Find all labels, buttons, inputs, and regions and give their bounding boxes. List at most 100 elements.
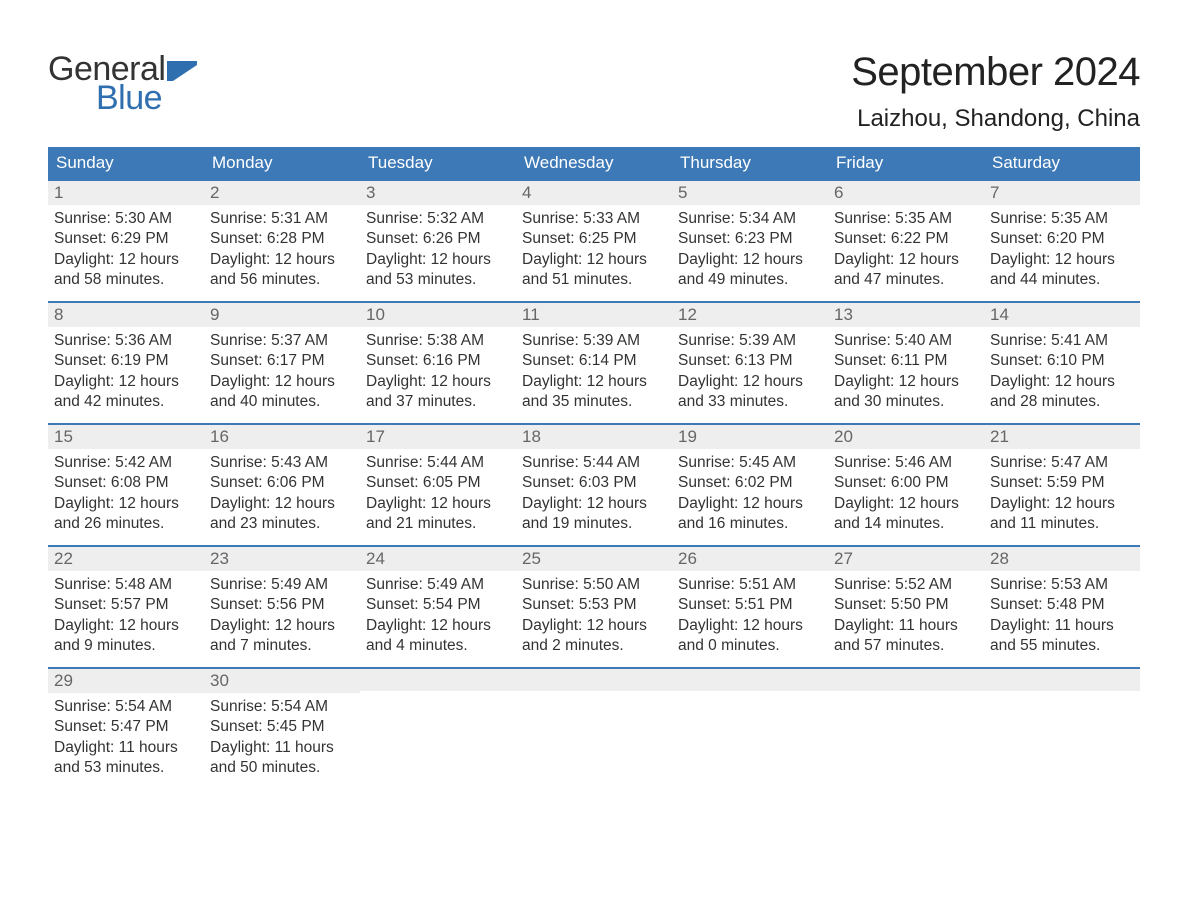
daynum-bar: 27 (828, 545, 984, 571)
month-title: September 2024 (851, 50, 1140, 95)
day-sunset: Sunset: 6:29 PM (54, 229, 198, 249)
day-sunset: Sunset: 6:16 PM (366, 351, 510, 371)
day-sunrise: Sunrise: 5:41 AM (990, 331, 1134, 351)
day-cell: 12Sunrise: 5:39 AMSunset: 6:13 PMDayligh… (672, 301, 828, 421)
day-d2: and 51 minutes. (522, 270, 666, 290)
day-d2: and 11 minutes. (990, 514, 1134, 534)
day-d1: Daylight: 12 hours (54, 494, 198, 514)
day-d2: and 35 minutes. (522, 392, 666, 412)
daynum-bar (984, 667, 1140, 691)
day-body: Sunrise: 5:44 AMSunset: 6:03 PMDaylight:… (516, 449, 672, 539)
day-d1: Daylight: 12 hours (678, 250, 822, 270)
day-sunrise: Sunrise: 5:45 AM (678, 453, 822, 473)
day-sunset: Sunset: 6:05 PM (366, 473, 510, 493)
header: General Blue September 2024 Laizhou, Sha… (48, 50, 1140, 133)
day-sunset: Sunset: 6:25 PM (522, 229, 666, 249)
day-cell: 8Sunrise: 5:36 AMSunset: 6:19 PMDaylight… (48, 301, 204, 421)
day-number: 15 (54, 427, 73, 446)
day-d1: Daylight: 12 hours (54, 616, 198, 636)
day-sunrise: Sunrise: 5:51 AM (678, 575, 822, 595)
daynum-bar: 13 (828, 301, 984, 327)
daynum-bar: 29 (48, 667, 204, 693)
daynum-bar: 9 (204, 301, 360, 327)
day-sunset: Sunset: 5:45 PM (210, 717, 354, 737)
day-d1: Daylight: 11 hours (210, 738, 354, 758)
daynum-bar: 22 (48, 545, 204, 571)
day-sunset: Sunset: 6:20 PM (990, 229, 1134, 249)
day-cell: 18Sunrise: 5:44 AMSunset: 6:03 PMDayligh… (516, 423, 672, 543)
day-d2: and 49 minutes. (678, 270, 822, 290)
day-sunrise: Sunrise: 5:44 AM (522, 453, 666, 473)
day-sunrise: Sunrise: 5:34 AM (678, 209, 822, 229)
day-cell: 25Sunrise: 5:50 AMSunset: 5:53 PMDayligh… (516, 545, 672, 665)
day-sunrise: Sunrise: 5:40 AM (834, 331, 978, 351)
location: Laizhou, Shandong, China (851, 105, 1140, 133)
day-sunrise: Sunrise: 5:38 AM (366, 331, 510, 351)
day-body: Sunrise: 5:49 AMSunset: 5:56 PMDaylight:… (204, 571, 360, 661)
day-header: Tuesday (360, 147, 516, 179)
day-body: Sunrise: 5:35 AMSunset: 6:20 PMDaylight:… (984, 205, 1140, 295)
day-d2: and 21 minutes. (366, 514, 510, 534)
day-sunset: Sunset: 6:13 PM (678, 351, 822, 371)
day-d1: Daylight: 12 hours (54, 372, 198, 392)
day-d2: and 57 minutes. (834, 636, 978, 656)
day-d1: Daylight: 12 hours (990, 250, 1134, 270)
day-d1: Daylight: 12 hours (366, 250, 510, 270)
title-block: September 2024 Laizhou, Shandong, China (851, 50, 1140, 133)
day-cell: 21Sunrise: 5:47 AMSunset: 5:59 PMDayligh… (984, 423, 1140, 543)
day-sunset: Sunset: 5:47 PM (54, 717, 198, 737)
day-cell: 19Sunrise: 5:45 AMSunset: 6:02 PMDayligh… (672, 423, 828, 543)
day-cell: 16Sunrise: 5:43 AMSunset: 6:06 PMDayligh… (204, 423, 360, 543)
day-body (984, 691, 1140, 699)
calendar: SundayMondayTuesdayWednesdayThursdayFrid… (48, 147, 1140, 787)
day-d2: and 23 minutes. (210, 514, 354, 534)
day-body (672, 691, 828, 699)
day-sunset: Sunset: 5:53 PM (522, 595, 666, 615)
day-body: Sunrise: 5:49 AMSunset: 5:54 PMDaylight:… (360, 571, 516, 661)
day-body: Sunrise: 5:48 AMSunset: 5:57 PMDaylight:… (48, 571, 204, 661)
day-cell: 4Sunrise: 5:33 AMSunset: 6:25 PMDaylight… (516, 179, 672, 299)
daynum-bar: 6 (828, 179, 984, 205)
day-sunrise: Sunrise: 5:50 AM (522, 575, 666, 595)
day-d2: and 42 minutes. (54, 392, 198, 412)
day-number: 2 (210, 183, 219, 202)
day-cell: 27Sunrise: 5:52 AMSunset: 5:50 PMDayligh… (828, 545, 984, 665)
day-number: 1 (54, 183, 63, 202)
day-sunrise: Sunrise: 5:36 AM (54, 331, 198, 351)
daynum-bar: 8 (48, 301, 204, 327)
day-number: 20 (834, 427, 853, 446)
day-d2: and 50 minutes. (210, 758, 354, 778)
week-row: 29Sunrise: 5:54 AMSunset: 5:47 PMDayligh… (48, 667, 1140, 787)
daynum-bar: 16 (204, 423, 360, 449)
day-cell: 15Sunrise: 5:42 AMSunset: 6:08 PMDayligh… (48, 423, 204, 543)
day-number: 16 (210, 427, 229, 446)
day-body: Sunrise: 5:51 AMSunset: 5:51 PMDaylight:… (672, 571, 828, 661)
week-row: 15Sunrise: 5:42 AMSunset: 6:08 PMDayligh… (48, 423, 1140, 543)
day-d1: Daylight: 12 hours (990, 494, 1134, 514)
day-cell: 26Sunrise: 5:51 AMSunset: 5:51 PMDayligh… (672, 545, 828, 665)
day-cell: 1Sunrise: 5:30 AMSunset: 6:29 PMDaylight… (48, 179, 204, 299)
day-body: Sunrise: 5:46 AMSunset: 6:00 PMDaylight:… (828, 449, 984, 539)
day-d2: and 58 minutes. (54, 270, 198, 290)
day-body: Sunrise: 5:54 AMSunset: 5:47 PMDaylight:… (48, 693, 204, 783)
day-number: 19 (678, 427, 697, 446)
daynum-bar: 1 (48, 179, 204, 205)
day-cell: 23Sunrise: 5:49 AMSunset: 5:56 PMDayligh… (204, 545, 360, 665)
daynum-bar: 4 (516, 179, 672, 205)
daynum-bar (360, 667, 516, 691)
day-cell: 30Sunrise: 5:54 AMSunset: 5:45 PMDayligh… (204, 667, 360, 787)
day-sunrise: Sunrise: 5:42 AM (54, 453, 198, 473)
day-d2: and 33 minutes. (678, 392, 822, 412)
day-body: Sunrise: 5:44 AMSunset: 6:05 PMDaylight:… (360, 449, 516, 539)
day-sunset: Sunset: 6:03 PM (522, 473, 666, 493)
daynum-bar: 18 (516, 423, 672, 449)
day-body: Sunrise: 5:52 AMSunset: 5:50 PMDaylight:… (828, 571, 984, 661)
daynum-bar: 14 (984, 301, 1140, 327)
day-number: 30 (210, 671, 229, 690)
week-row: 22Sunrise: 5:48 AMSunset: 5:57 PMDayligh… (48, 545, 1140, 665)
day-body: Sunrise: 5:39 AMSunset: 6:14 PMDaylight:… (516, 327, 672, 417)
day-body (828, 691, 984, 699)
day-d1: Daylight: 12 hours (210, 372, 354, 392)
day-d2: and 2 minutes. (522, 636, 666, 656)
day-number: 25 (522, 549, 541, 568)
